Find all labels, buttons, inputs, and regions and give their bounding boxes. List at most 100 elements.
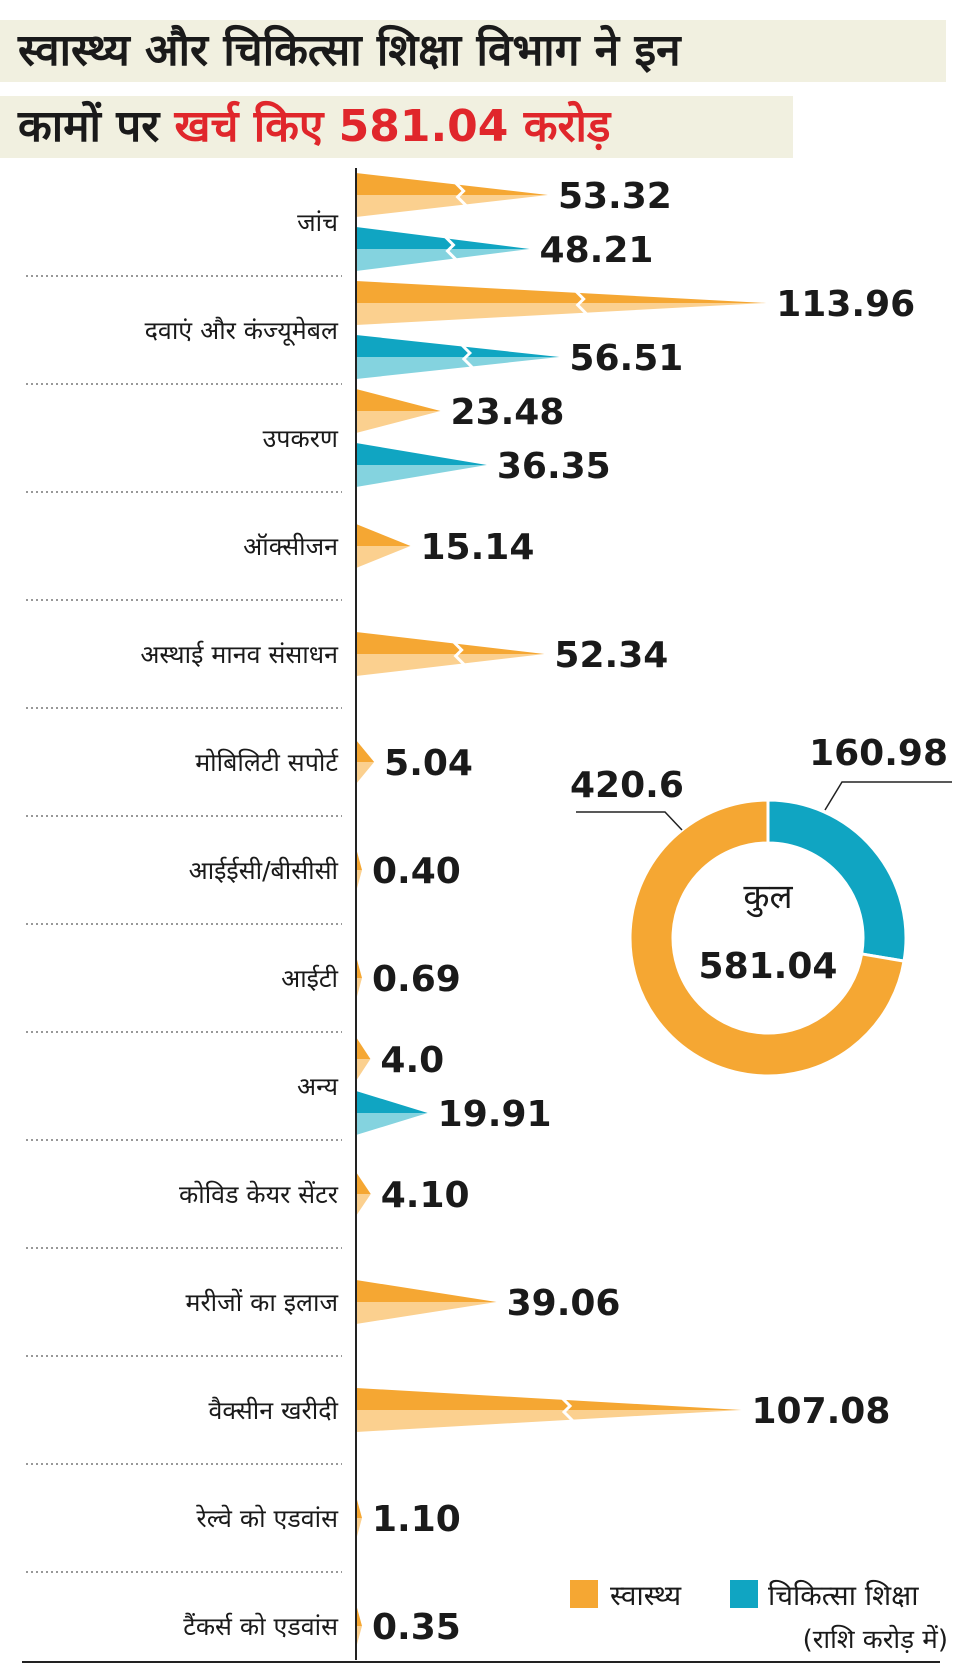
- category-label: कोविड केयर सेंटर: [179, 1180, 339, 1209]
- value-label: 23.48: [451, 392, 565, 433]
- donut-center-value: 581.04: [699, 946, 838, 987]
- value-label: 56.51: [569, 338, 683, 379]
- title-line-2: कामों पर खर्च किए 581.04 करोड़: [0, 96, 793, 158]
- bar-lower: [356, 465, 487, 487]
- category-label: टैंकर्स को एडवांस: [183, 1612, 339, 1641]
- category-row: दवाएं और कंज्यूमेबल 113.96 56.51: [26, 281, 915, 385]
- bar-upper: [356, 1172, 371, 1194]
- category-label: आईटी: [281, 964, 338, 993]
- value-label: 19.91: [438, 1094, 552, 1135]
- category-row: उपकरण 23.48 36.35: [26, 389, 611, 493]
- bar-upper: [356, 227, 530, 249]
- scale-break-mark: [572, 287, 591, 319]
- category-label: वैक्सीन खरीदी: [209, 1396, 339, 1425]
- bar-upper: [356, 443, 487, 465]
- category-row: जांच 53.32 48.21: [26, 173, 672, 277]
- category-label: अन्य: [297, 1072, 338, 1101]
- category-label: रेल्वे को एडवांस: [196, 1504, 340, 1533]
- bar-rows: जांच 53.32 48.21 दवाएं और कंज्यूमेबल 113.96 5…: [26, 173, 915, 1648]
- bar-lower: [356, 654, 545, 676]
- bar-lower: [356, 195, 548, 217]
- leader-line: [824, 781, 952, 811]
- category-row: अन्य 4.0 19.91: [26, 1037, 552, 1141]
- bar-lower: [356, 870, 362, 892]
- value-label: 107.08: [751, 1391, 890, 1432]
- value-label: 5.04: [384, 743, 473, 784]
- value-label: 4.0: [380, 1040, 444, 1081]
- scale-break-mark: [450, 638, 469, 670]
- value-label: 52.34: [554, 635, 668, 676]
- bar-lower: [356, 978, 362, 1000]
- bar-lower: [356, 357, 560, 379]
- bar-lower: [356, 411, 441, 433]
- legend-swatch-medical-education: [730, 1580, 758, 1608]
- value-label: 48.21: [540, 230, 654, 271]
- category-label: दवाएं और कंज्यूमेबल: [145, 316, 339, 346]
- bar-upper: [356, 281, 767, 303]
- value-label: 0.35: [372, 1607, 461, 1648]
- donut-slice-health: [628, 798, 906, 1078]
- category-row: मोबिलिटी सपोर्ट 5.04: [26, 740, 473, 817]
- unit-note: (राशि करोड़ में): [803, 1624, 948, 1655]
- category-label: उपकरण: [263, 424, 339, 453]
- category-label: मोबिलिटी सपोर्ट: [195, 748, 338, 777]
- scale-break-mark: [442, 233, 461, 265]
- bar-upper: [356, 632, 545, 654]
- scale-break-mark: [558, 1394, 578, 1426]
- value-label: 53.32: [558, 176, 672, 217]
- value-label: 0.40: [372, 851, 461, 892]
- bar-upper: [356, 335, 560, 357]
- bar-upper: [356, 1496, 362, 1518]
- legend: स्वास्थ्य चिकित्सा शिक्षा (राशि करोड़ में): [570, 1579, 948, 1655]
- bar-upper: [356, 1388, 742, 1410]
- donut-value-label: 160.98: [809, 733, 948, 774]
- bar-lower: [356, 1518, 362, 1540]
- category-label: जांच: [297, 208, 339, 237]
- legend-swatch-health: [570, 1580, 598, 1608]
- category-row: आईईसी/बीसीसी 0.40: [26, 848, 461, 925]
- bar-lower: [356, 1302, 497, 1324]
- bar-lower: [356, 1626, 362, 1648]
- category-row: वैक्सीन खरीदी 107.08: [26, 1388, 890, 1465]
- category-row: मरीजों का इलाज 39.06: [26, 1280, 621, 1357]
- bar-upper: [356, 173, 548, 195]
- bar-lower: [356, 1194, 371, 1216]
- category-label: आईईसी/बीसीसी: [189, 856, 339, 885]
- category-row: अस्थाई मानव संसाधन 52.34: [26, 632, 668, 709]
- bar-upper: [356, 740, 375, 762]
- scale-break-mark: [452, 179, 471, 211]
- category-label: अस्थाई मानव संसाधन: [140, 640, 339, 669]
- title-text-1: स्वास्थ्य और चिकित्सा शिक्षा विभाग ने इन: [18, 25, 681, 76]
- value-label: 15.14: [421, 527, 535, 568]
- bar-upper: [356, 1604, 362, 1626]
- donut-value-label: 420.6: [570, 765, 684, 806]
- category-label: ऑक्सीजन: [243, 532, 339, 561]
- scale-break-mark: [458, 341, 477, 373]
- bar-upper: [356, 389, 441, 411]
- category-row: रेल्वे को एडवांस 1.10: [26, 1496, 461, 1573]
- bar-upper: [356, 848, 362, 870]
- title-line-1: स्वास्थ्य और चिकित्सा शिक्षा विभाग ने इन: [0, 20, 946, 82]
- value-label: 36.35: [497, 446, 611, 487]
- category-label: मरीजों का इलाज: [186, 1288, 339, 1317]
- value-label: 0.69: [372, 959, 461, 1000]
- bar-lower: [356, 762, 375, 784]
- bar-lower: [356, 1059, 371, 1081]
- bar-upper: [356, 1037, 371, 1059]
- bar-lower: [356, 1410, 742, 1432]
- title-text-2: कामों पर: [18, 101, 175, 152]
- title-accent: खर्च किए 581.04 करोड़: [174, 101, 611, 152]
- value-label: 4.10: [381, 1175, 470, 1216]
- value-label: 113.96: [776, 284, 915, 325]
- bar-upper: [356, 1280, 497, 1302]
- leader-line: [576, 811, 683, 831]
- category-row: आईटी 0.69: [26, 956, 461, 1033]
- total-donut: 420.6 160.98 कुल 581.04: [570, 733, 952, 1078]
- bar-upper: [356, 956, 362, 978]
- legend-label-health: स्वास्थ्य: [610, 1579, 682, 1612]
- category-row: टैंकर्स को एडवांस 0.35: [183, 1604, 461, 1648]
- donut-center-label: कुल: [743, 877, 793, 918]
- value-label: 39.06: [507, 1283, 621, 1324]
- bar-lower: [356, 546, 411, 568]
